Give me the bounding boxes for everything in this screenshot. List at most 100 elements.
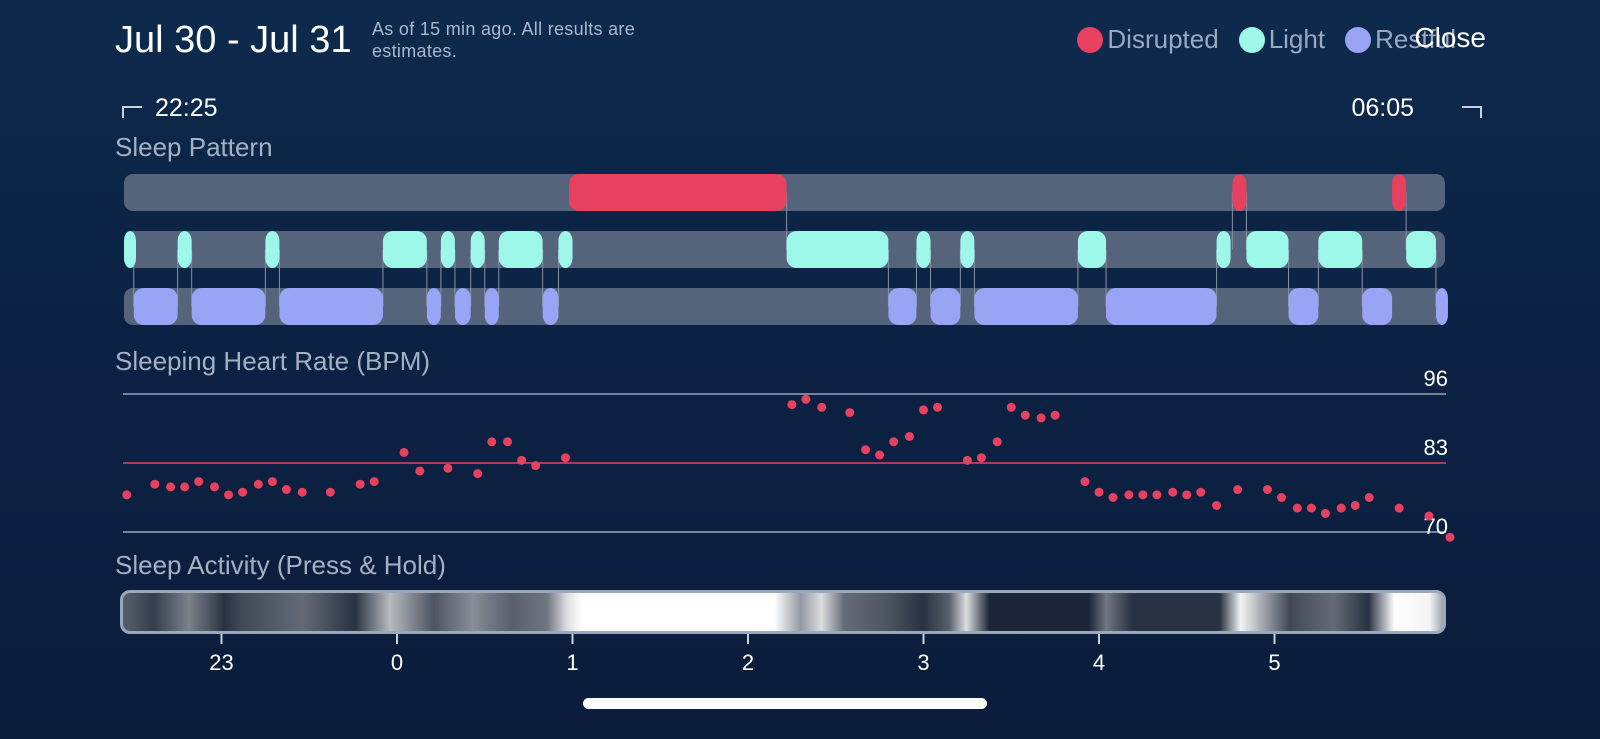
segment-light[interactable] (558, 231, 573, 268)
heart-rate-point (1277, 493, 1287, 502)
segment-restful[interactable] (1288, 288, 1319, 325)
heart-rate-point (845, 408, 855, 418)
stage-connectors (133, 192, 1437, 307)
heart-rate-point (1196, 487, 1206, 497)
segment-light[interactable] (440, 231, 455, 268)
heart-rate-point (1152, 490, 1162, 500)
heart-rate-point (369, 477, 379, 487)
segment-restful[interactable] (484, 288, 499, 325)
heart-rate-point (1350, 500, 1360, 510)
heart-rate-point (1262, 485, 1272, 495)
heart-rate-point (1336, 503, 1346, 513)
heart-rate-point (1320, 508, 1330, 518)
segment-light[interactable] (916, 231, 931, 268)
heart-rate-point (1168, 487, 1178, 497)
segment-restful[interactable] (426, 288, 441, 325)
heart-rate-point (166, 482, 176, 492)
segment-restful[interactable] (1362, 288, 1393, 325)
heart-rate-point (992, 437, 1002, 447)
heart-rate-point (1050, 410, 1060, 420)
segment-light[interactable] (498, 231, 543, 268)
heart-rate-point (817, 402, 827, 412)
legend-swatch-restful (1345, 26, 1372, 53)
segment-light[interactable] (1246, 231, 1289, 268)
heart-rate-point (150, 479, 160, 489)
legend-item-light: Light (1238, 24, 1326, 55)
segment-light[interactable] (960, 231, 975, 268)
segment-light[interactable] (265, 231, 280, 268)
heart-rate-point (122, 490, 132, 500)
segment-light[interactable] (124, 231, 136, 268)
segment-light[interactable] (177, 231, 192, 268)
y-tick-label: 83 (1424, 435, 1448, 460)
range-end-bracket-icon (1462, 106, 1482, 118)
legend-item-disrupted: Disrupted (1077, 24, 1219, 55)
heart-rate-point (1080, 477, 1090, 487)
segment-restful[interactable] (930, 288, 961, 325)
y-tick-label: 96 (1424, 366, 1448, 391)
segment-light[interactable] (1077, 231, 1107, 268)
legend-swatch-disrupted (1077, 26, 1104, 53)
heart-rate-point (325, 487, 335, 497)
segment-disrupted[interactable] (1232, 174, 1247, 211)
segment-light[interactable] (470, 231, 485, 268)
heart-rate-point (801, 394, 811, 404)
x-tick-label: 23 (209, 650, 233, 675)
segment-disrupted[interactable] (1392, 174, 1407, 211)
segment-light[interactable] (1216, 231, 1231, 268)
segment-restful[interactable] (1435, 288, 1448, 325)
heart-rate-point (473, 469, 483, 479)
heart-rate-point (531, 461, 541, 471)
range-start-bracket-icon (122, 106, 142, 118)
heart-rate-point (194, 477, 204, 487)
segment-restful[interactable] (888, 288, 917, 325)
segment-restful[interactable] (1106, 288, 1217, 325)
heart-rate-point (904, 431, 914, 441)
heart-rate-point (1394, 503, 1404, 513)
legend-label-disrupted: Disrupted (1107, 24, 1219, 54)
heart-rate-point (875, 450, 885, 460)
segment-disrupted[interactable] (568, 174, 787, 211)
heart-rate-point (560, 453, 570, 463)
heart-rate-point (1212, 500, 1222, 510)
heart-rate-point (355, 479, 365, 489)
heart-rate-point (253, 479, 263, 489)
close-button[interactable]: Close (1414, 22, 1486, 53)
heart-rate-point (267, 477, 277, 487)
heart-rate-point (1094, 487, 1104, 497)
heart-rate-point (976, 453, 986, 463)
heart-rate-point (238, 487, 248, 497)
sleep-activity-bar[interactable] (120, 590, 1446, 634)
home-indicator[interactable] (583, 698, 987, 709)
segment-light[interactable] (786, 231, 889, 268)
heart-rate-point (209, 482, 219, 492)
x-tick-label: 0 (391, 650, 403, 675)
heart-rate-point (1020, 410, 1030, 420)
segment-light[interactable] (1318, 231, 1363, 268)
heart-rate-point (1124, 490, 1134, 500)
segment-restful[interactable] (133, 288, 178, 325)
heart-rate-point (297, 487, 307, 497)
heart-rate-point (919, 405, 928, 415)
x-tick-label: 3 (917, 650, 929, 675)
segment-light[interactable] (1406, 231, 1436, 268)
heart-rate-point (415, 466, 425, 476)
segment-restful[interactable] (454, 288, 471, 325)
segment-restful[interactable] (279, 288, 383, 325)
heart-rate-point (1006, 402, 1016, 412)
sleep-activity-heading: Sleep Activity (Press & Hold) (115, 550, 446, 580)
heart-rate-point (1108, 493, 1118, 502)
page-title: Jul 30 - Jul 31 (115, 19, 352, 61)
sleep-pattern-chart[interactable] (124, 174, 1448, 325)
heart-rate-point (1364, 493, 1374, 502)
heart-rate-point (517, 455, 527, 465)
segment-light[interactable] (382, 231, 427, 268)
segment-restful[interactable] (191, 288, 266, 325)
legend-label-light: Light (1268, 24, 1326, 54)
heart-rate-point (503, 437, 513, 447)
segment-restful[interactable] (974, 288, 1078, 325)
range-end-time: 06:05 (1351, 94, 1414, 122)
segment-restful[interactable] (542, 288, 559, 325)
